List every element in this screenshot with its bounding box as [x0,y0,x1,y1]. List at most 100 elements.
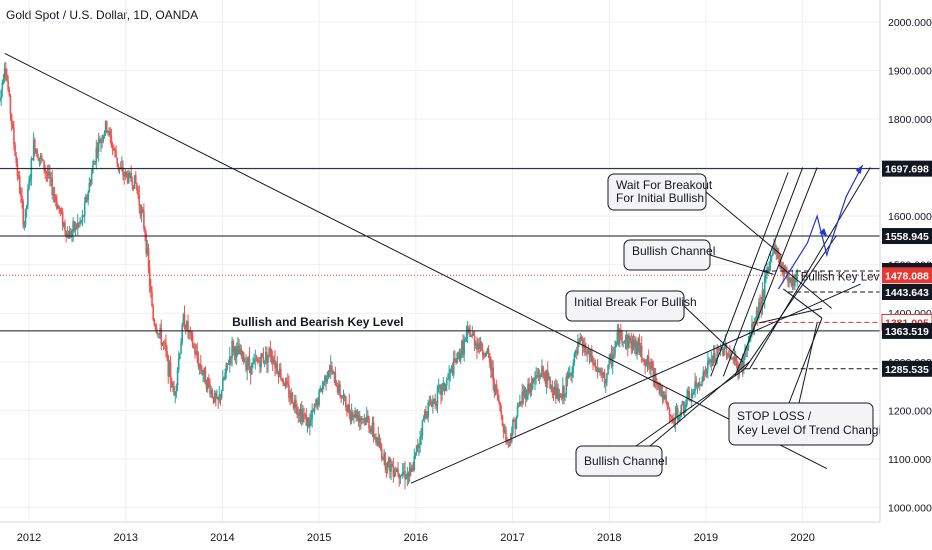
candle-body [551,385,554,393]
candle-body [665,394,667,403]
candle-body [213,393,216,403]
candle-body [140,209,143,216]
candle-body [141,209,144,212]
candle-body [251,363,253,375]
candle-body [531,378,534,389]
candle-body [739,366,742,369]
candle-body [592,362,594,365]
callout-wait-breakout-box [607,173,707,211]
candle-body [383,453,385,459]
trend-line [710,172,789,377]
candle-body [23,225,26,227]
candle-body [568,372,571,374]
candle-body [705,369,708,374]
candle-body [715,358,717,362]
candle-body [357,414,360,423]
candle-body [527,383,529,396]
candle-body [630,340,633,349]
candle-body [312,409,315,412]
candle-body [772,253,774,256]
candle-body [632,339,635,347]
candle-body [546,370,549,380]
candle-body [662,394,665,400]
candle-body [710,360,713,363]
candle-body [291,392,294,404]
callout-initial-break-box [565,290,685,322]
candle-body [520,401,522,404]
candle-body [189,330,192,333]
candle-body [567,373,570,379]
projection-arrows [777,164,864,290]
candle-body [687,391,689,396]
y-tick-label: 1900.000 [888,65,932,77]
candle-body [649,365,651,369]
candle-body [95,147,98,163]
candle-body [595,367,598,369]
candle-body [85,197,87,203]
callout-stop-loss-box [728,402,874,446]
candle-body [492,367,494,382]
candle-body [10,114,13,124]
candle-body [101,140,103,142]
candle-body [244,361,246,363]
candle-body [340,395,342,398]
projection-arrowhead [819,228,828,237]
candle-body [295,399,297,408]
candle-body [795,275,797,279]
candle-body [319,388,322,391]
candle-body [242,352,245,362]
candle-body [363,418,366,420]
candle-body [364,418,367,423]
candle-body [512,419,514,434]
y-tick-label: 1800.000 [888,114,932,126]
candle-body [157,332,159,335]
candle-body [730,357,732,359]
candle-body [252,362,254,364]
candle-body [124,171,127,177]
candle-body [435,403,438,406]
candle-body [486,348,489,352]
candle-body [215,393,217,399]
candle-body [65,231,67,238]
candle-body [428,401,431,403]
candle-body [220,390,223,399]
candle-body [29,177,31,182]
candle-body [542,366,544,373]
candle-body [526,395,528,400]
candle-body [588,349,591,358]
y-axis: 1000.0001100.0001200.0001300.0001400.000… [879,0,932,550]
candle-body [173,386,175,396]
candle-body [465,332,468,339]
trend-line [734,167,818,377]
callout-wait-breakout-text: Wait For Breakout [616,178,713,192]
candle-body [602,372,605,376]
candle-body [230,356,232,358]
candle-body [338,384,340,393]
candle-body [204,367,207,385]
y-tick-label: 1600.000 [888,211,932,223]
candle-body [646,356,649,366]
candle-body [299,409,302,416]
candle-body [538,374,541,377]
candle-body [389,457,391,472]
x-tick-label: 2013 [113,532,137,544]
candle-body [46,173,49,176]
candle-body [656,383,658,385]
candle-body [681,401,684,405]
candle-body [112,147,115,150]
candle-body [463,339,465,355]
candle-body [654,372,657,384]
candle-body [500,410,503,416]
candle-body [746,347,749,351]
candle-body [747,340,750,348]
candle-body [201,369,203,375]
candle-body [487,348,490,354]
candle-body [358,417,361,423]
candle-body [789,278,792,282]
candle-body [391,464,394,468]
candle-body [348,404,351,415]
candle-body [199,364,202,370]
candle-body [409,468,412,472]
candle-body [154,325,157,329]
